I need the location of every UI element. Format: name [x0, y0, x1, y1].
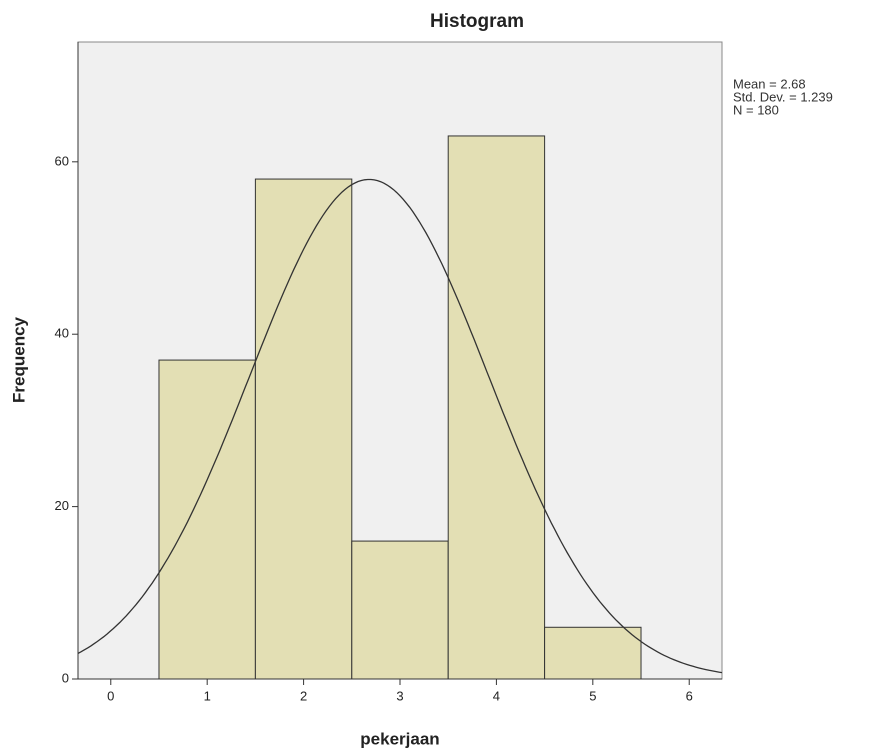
bar — [254, 178, 353, 680]
stat-label: Std. Dev. = 1.239 — [733, 89, 833, 104]
y-axis-label: Frequency — [9, 316, 28, 403]
bar — [544, 626, 642, 680]
x-tick-label: 5 — [589, 688, 596, 703]
bar — [351, 540, 449, 680]
y-tick-label: 40 — [55, 326, 69, 341]
x-tick-label: 3 — [396, 688, 403, 703]
x-tick-label: 6 — [686, 688, 693, 703]
x-axis-label: pekerjaan — [360, 729, 439, 748]
x-tick-label: 4 — [493, 688, 500, 703]
y-tick-label: 0 — [62, 670, 69, 685]
bar — [447, 135, 546, 680]
bar — [158, 359, 256, 680]
x-tick-label: 2 — [300, 688, 307, 703]
stat-label: N = 180 — [733, 102, 779, 117]
normal-curve — [77, 178, 723, 674]
chart-title: Histogram — [430, 11, 524, 32]
stat-label: Mean = 2.68 — [733, 76, 806, 91]
x-tick-label: 1 — [204, 688, 211, 703]
x-tick-label: 0 — [107, 688, 114, 703]
y-tick-label: 20 — [55, 498, 69, 513]
y-tick-label: 60 — [55, 153, 69, 168]
